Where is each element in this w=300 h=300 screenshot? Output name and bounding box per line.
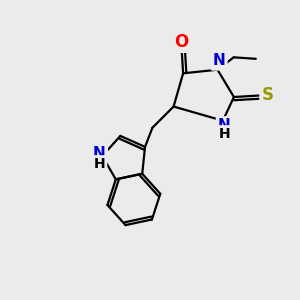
Text: N: N <box>93 146 106 160</box>
Text: H: H <box>94 157 105 171</box>
Text: S: S <box>262 86 274 104</box>
Text: N: N <box>218 118 231 134</box>
Text: O: O <box>175 32 189 50</box>
Text: H: H <box>218 127 230 141</box>
Text: N: N <box>213 53 225 68</box>
